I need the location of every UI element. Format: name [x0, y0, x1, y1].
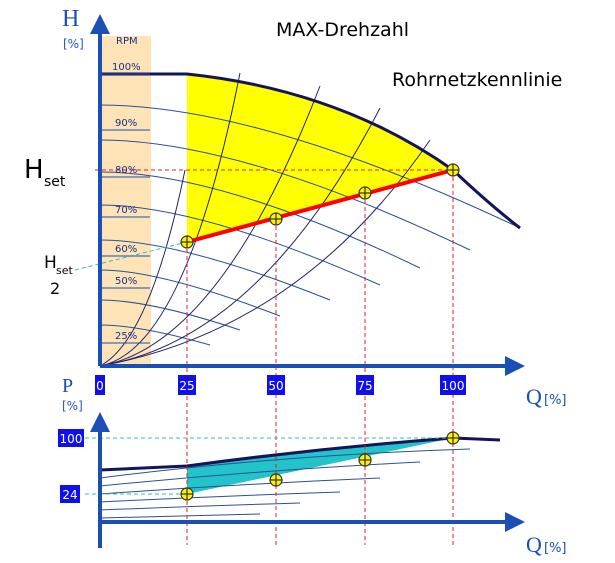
- max-speed-label: MAX-Drehzahl: [276, 19, 409, 41]
- rpm-band: [102, 36, 151, 366]
- svg-text:set: set: [56, 264, 73, 277]
- h-axis-title: H: [62, 6, 79, 32]
- h-operating-points: [180, 163, 460, 249]
- h-set2-label: H set 2: [44, 253, 73, 298]
- p-axis-unit: [%]: [62, 399, 83, 413]
- operating-point: [180, 235, 194, 249]
- operating-point: [180, 487, 194, 501]
- operating-point: [446, 163, 460, 177]
- p-axis-title: P: [62, 375, 73, 397]
- rpm-ticks: RPM 100% 90% 80% 70% 60% 50% 25%: [112, 36, 141, 342]
- rpm-tick-marks: [100, 73, 150, 344]
- rpm-tick: 50%: [115, 276, 137, 287]
- p-tick: 24: [62, 488, 77, 502]
- svg-text:H: H: [44, 253, 57, 273]
- h-axis-unit: [%]: [63, 37, 84, 51]
- q-ticks: 0 25 50 75 100: [95, 375, 466, 395]
- rpm-tick: 25%: [115, 331, 137, 342]
- system-parabolas: [99, 72, 431, 367]
- operating-point: [269, 473, 283, 487]
- h-set-label: H set: [24, 155, 66, 190]
- rpm-tick: 90%: [115, 118, 137, 129]
- svg-text:Q: Q: [526, 532, 542, 557]
- q-axis-title: Q [%]: [526, 384, 567, 409]
- p-operating-points: [180, 431, 460, 501]
- rpm-tick: 80%: [115, 165, 137, 176]
- operating-point: [269, 212, 283, 226]
- pump-curve-family: [99, 104, 521, 346]
- rpm-tick: 70%: [115, 205, 137, 216]
- q-tick: 50: [268, 379, 283, 393]
- p-tick: 100: [60, 432, 83, 446]
- svg-text:2: 2: [50, 279, 60, 298]
- power-max-curve: [99, 436, 501, 472]
- svg-text:H: H: [24, 155, 44, 185]
- rpm-tick: 60%: [115, 244, 137, 255]
- q-tick: 25: [179, 379, 194, 393]
- operating-point: [358, 186, 372, 200]
- p-ticks: 100 24: [58, 429, 84, 503]
- system-curve-label: Rohrnetzkennlinie: [392, 69, 562, 91]
- q-tick: 0: [96, 379, 104, 393]
- operating-point: [446, 431, 460, 445]
- svg-text:set: set: [44, 174, 66, 190]
- svg-text:[%]: [%]: [544, 393, 567, 408]
- power-curve-family: [99, 448, 471, 519]
- rpm-tick: 100%: [112, 62, 141, 73]
- svg-text:[%]: [%]: [544, 541, 567, 556]
- rpm-label: RPM: [116, 36, 138, 47]
- system-curve-line: [186, 168, 454, 244]
- q-tick: 100: [442, 379, 465, 393]
- q-axis-title-2: Q [%]: [526, 532, 567, 557]
- max-speed-curve: [100, 72, 521, 230]
- operating-point: [358, 453, 372, 467]
- q-tick: 75: [357, 379, 372, 393]
- svg-text:Q: Q: [526, 384, 542, 409]
